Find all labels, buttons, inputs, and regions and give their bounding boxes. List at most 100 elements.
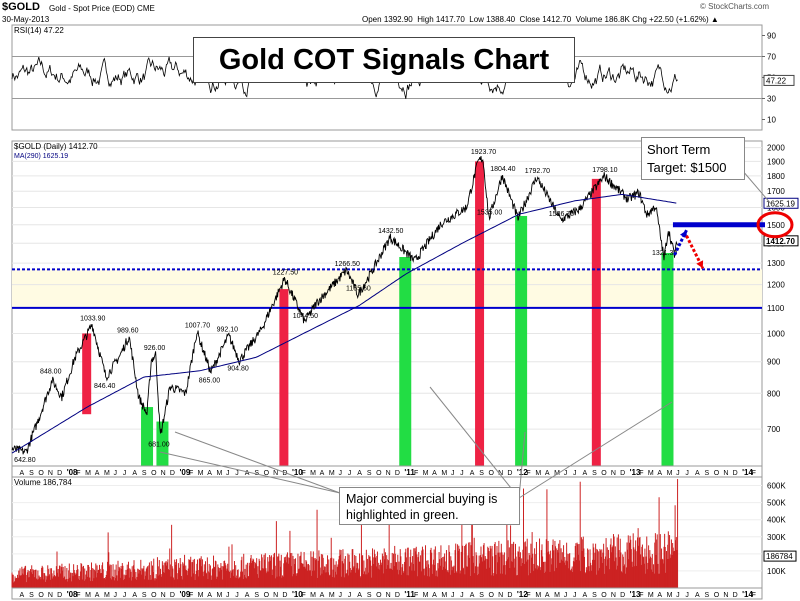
price-annotation: 1804.40 <box>490 166 515 173</box>
price-annotation: 1923.70 <box>471 149 496 156</box>
time-tick-label: J <box>235 470 239 477</box>
price-tick-label: 1200 <box>767 281 785 290</box>
time-tick-label: D <box>57 470 62 477</box>
rsi-tick-label: 70 <box>767 53 776 62</box>
time-tick-label: A <box>357 592 362 599</box>
time-tick-label: S <box>705 470 710 477</box>
time-tick-label: J <box>676 470 680 477</box>
buying-callout-leader <box>429 386 520 499</box>
time-tick-label: '11 <box>404 468 415 477</box>
time-tick-label: F <box>752 470 756 477</box>
time-tick-label: J <box>226 470 230 477</box>
time-tick-label: '14 <box>742 590 753 599</box>
red-signal-bar <box>279 289 289 466</box>
time-tick-label: O <box>601 592 607 599</box>
price-panel: 7008009001000110012001300140015001600170… <box>11 140 799 467</box>
target-callout-leader <box>741 169 773 206</box>
time-tick-label: N <box>273 592 278 599</box>
green-signal-bar <box>399 257 412 466</box>
time-tick-label: N <box>611 592 616 599</box>
time-tick-label: J <box>123 470 127 477</box>
price-tick-label: 1300 <box>767 259 785 268</box>
volume-title: Volume 186,784 <box>14 478 72 487</box>
time-tick-label: A <box>695 470 700 477</box>
time-tick-label: A <box>657 592 662 599</box>
header-copyright: © StockCharts.com <box>700 2 770 11</box>
price-annotation: 992.10 <box>217 327 239 334</box>
time-tick-label: N <box>273 470 278 477</box>
time-tick-label: M <box>441 470 447 477</box>
time-tick-label: M <box>85 592 91 599</box>
time-tick-label: F <box>414 470 418 477</box>
target-callout-line1: Short Term <box>647 142 711 157</box>
volume-tick-label: 100K <box>767 567 786 576</box>
time-tick-label: M <box>423 470 429 477</box>
time-tick-label: O <box>264 470 270 477</box>
price-annotation: 989.60 <box>117 327 139 334</box>
time-tick-label: A <box>95 592 100 599</box>
price-title: $GOLD (Daily) 1412.70 <box>14 142 98 151</box>
price-annotation: 642.80 <box>14 457 36 464</box>
time-tick-label: A <box>320 592 325 599</box>
time-tick-label: S <box>29 470 34 477</box>
time-tick-label: N <box>498 470 503 477</box>
time-tick-label: M <box>310 592 316 599</box>
price-tick-label: 1100 <box>767 304 785 313</box>
time-tick-label: O <box>38 592 44 599</box>
time-tick-label: '13 <box>630 590 641 599</box>
time-tick-label: O <box>376 592 382 599</box>
time-tick-label: '12 <box>517 590 528 599</box>
time-tick-label: J <box>123 592 127 599</box>
price-tick-label: 1500 <box>767 221 785 230</box>
overlay-annotations <box>159 169 794 499</box>
price-annotation: 1227.50 <box>273 270 298 277</box>
red-arrowhead <box>696 260 704 269</box>
time-tick-label: A <box>207 592 212 599</box>
time-tick-label: N <box>723 592 728 599</box>
price-tick-label: 700 <box>767 425 781 434</box>
price-annotation: 926.00 <box>144 345 166 352</box>
time-tick-label: A <box>132 592 137 599</box>
time-tick-label: S <box>479 592 484 599</box>
time-tick-label: N <box>498 592 503 599</box>
time-tick-label: J <box>348 470 352 477</box>
time-tick-label: O <box>38 470 44 477</box>
time-tick-label: M <box>198 470 204 477</box>
time-tick-label: J <box>235 592 239 599</box>
time-tick-label: M <box>535 470 541 477</box>
time-tick-label: '13 <box>630 468 641 477</box>
time-tick-label: N <box>48 470 53 477</box>
red-signal-bar <box>475 161 485 466</box>
volume-tick-label: 400K <box>767 516 786 525</box>
time-tick-label: F <box>526 470 530 477</box>
time-tick-label: M <box>535 592 541 599</box>
price-annotation: 865.00 <box>199 377 221 384</box>
price-annotation: 1044.50 <box>293 313 318 320</box>
time-tick-label: F <box>76 470 80 477</box>
rsi-last-box <box>763 74 795 86</box>
price-annotation: 904.80 <box>227 365 249 372</box>
price-tick-label: 2000 <box>767 144 785 153</box>
price-annotation: 1007.70 <box>185 322 210 329</box>
time-tick-label: A <box>695 592 700 599</box>
time-tick-label: A <box>20 470 25 477</box>
time-tick-label: N <box>48 592 53 599</box>
time-tick-label: A <box>545 470 550 477</box>
volume-tick-label: 300K <box>767 533 786 542</box>
price-annotation: 1526.70 <box>549 211 574 218</box>
time-tick-label: J <box>573 592 577 599</box>
red-signal-bar <box>82 333 92 415</box>
time-tick-label: F <box>301 470 305 477</box>
time-tick-label: M <box>329 592 335 599</box>
ma-legend: MA(290) 1625.19 <box>14 153 68 160</box>
price-annotation: 1432.50 <box>378 228 403 235</box>
price-tick-label: 1800 <box>767 172 785 181</box>
time-tick-label: D <box>507 592 512 599</box>
time-tick-label: J <box>226 592 230 599</box>
header-date: 30-May-2013 <box>2 15 50 24</box>
price-annotation: 1535.00 <box>477 210 502 217</box>
time-tick-label: A <box>432 470 437 477</box>
time-tick-label: S <box>29 592 34 599</box>
time-tick-label: S <box>367 470 372 477</box>
ma-line <box>11 193 677 454</box>
